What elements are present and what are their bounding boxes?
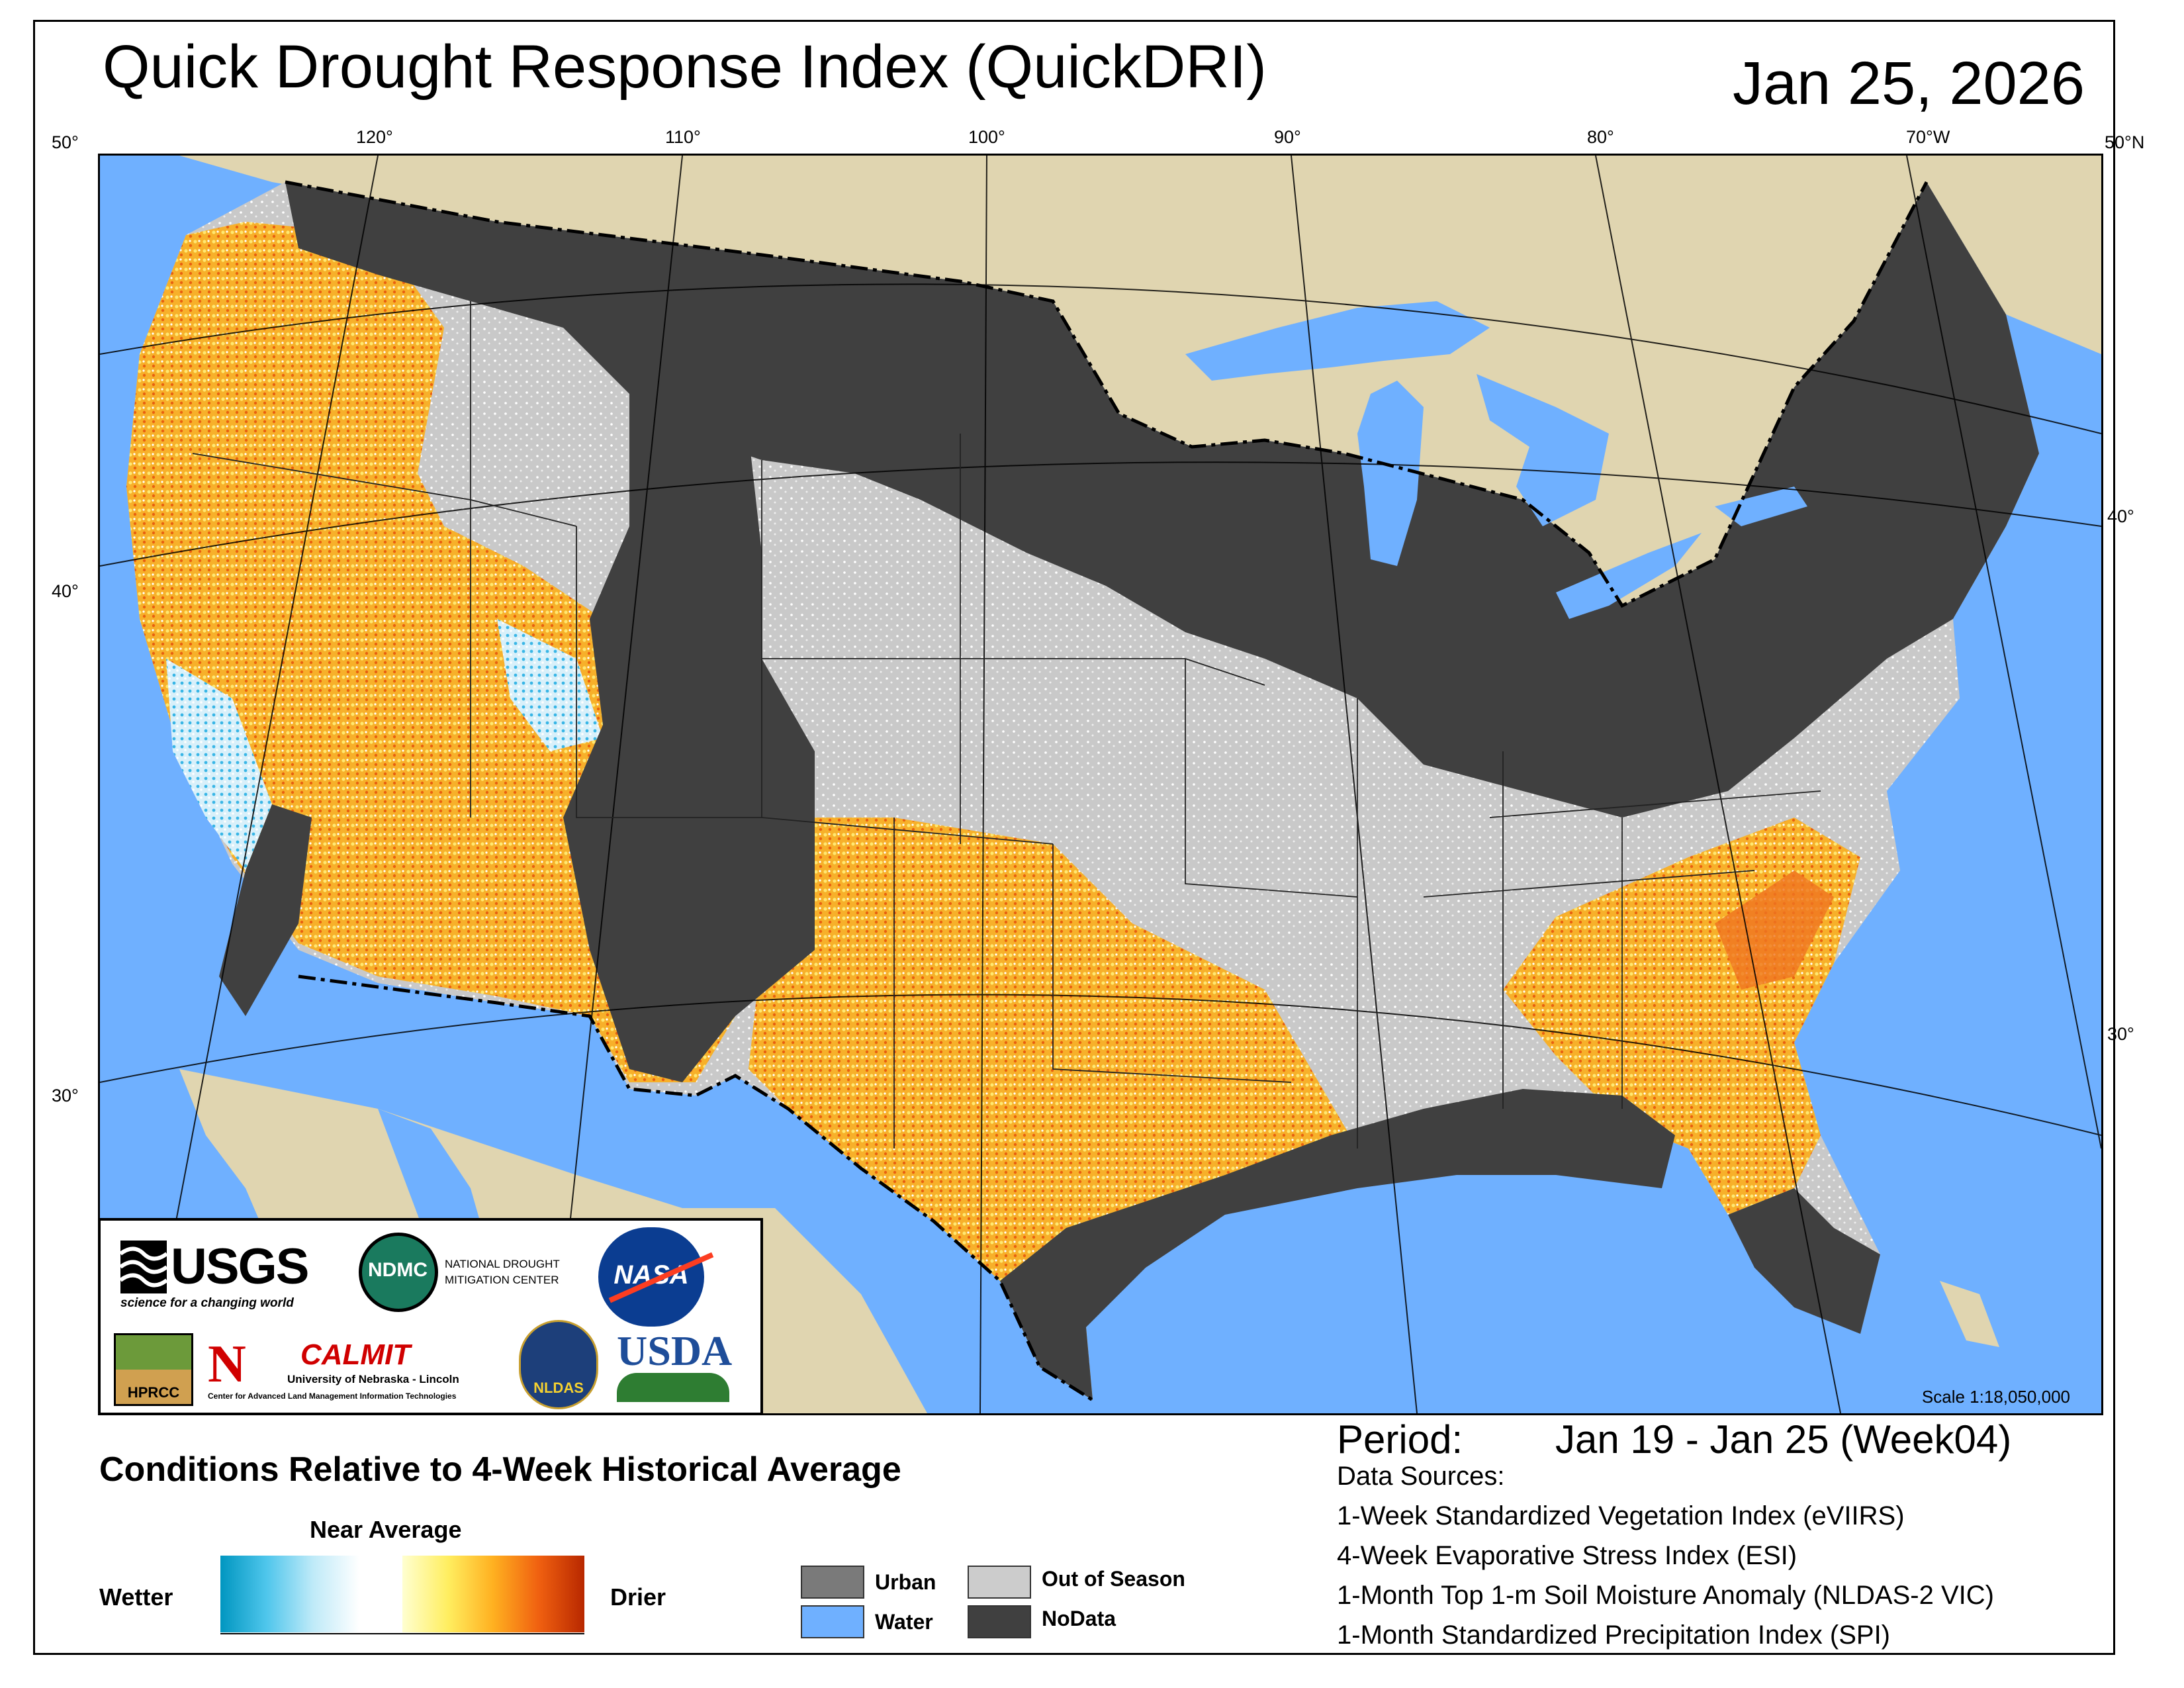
calmit-center: Center for Advanced Land Management Info… bbox=[208, 1391, 457, 1401]
legend-label-nodata: NoData bbox=[1042, 1607, 1116, 1630]
legend-swatch-out-of-season bbox=[968, 1566, 1031, 1599]
map-frame bbox=[33, 20, 2115, 1655]
legend-swatch-water bbox=[801, 1605, 864, 1638]
ndmc-logo: NDMC NATIONAL DROUGHT MITIGATION CENTER bbox=[359, 1233, 560, 1319]
nodata-rockies bbox=[563, 394, 815, 1082]
data-source-item: 1-Month Top 1-m Soil Moisture Anomaly (N… bbox=[1337, 1581, 1994, 1610]
nodata-gulf-coast bbox=[1000, 1089, 1675, 1400]
usda-name: USDA bbox=[617, 1327, 733, 1374]
legend-swatch-nodata bbox=[968, 1605, 1031, 1638]
data-sources-title: Data Sources: bbox=[1337, 1462, 1505, 1491]
data-source-item: 4-Week Evaporative Stress Index (ESI) bbox=[1337, 1541, 1797, 1570]
lon-label-120: 120° bbox=[356, 127, 393, 147]
lake-huron bbox=[1477, 374, 1609, 526]
nodata-north bbox=[285, 182, 2039, 818]
calmit-logo: N CALMIT University of Nebraska - Lincol… bbox=[208, 1335, 512, 1407]
legend-dry-ramp bbox=[402, 1556, 584, 1632]
legend-drier: Drier bbox=[610, 1583, 666, 1611]
hprcc-logo: HPRCC bbox=[114, 1333, 193, 1406]
map-panel bbox=[98, 154, 2103, 1415]
usda-field-icon bbox=[617, 1373, 729, 1402]
usgs-name: USGS bbox=[171, 1239, 309, 1295]
nodata-florida bbox=[1728, 1188, 1880, 1334]
nasa-logo: NASA bbox=[598, 1227, 714, 1327]
drought-map bbox=[100, 156, 2101, 1413]
nodata-sierra bbox=[219, 804, 312, 1016]
lat-label-right-40: 40° bbox=[2107, 506, 2134, 526]
usda-logo: USDA bbox=[617, 1327, 736, 1406]
calmit-name: CALMIT bbox=[300, 1338, 411, 1371]
lat-label-left-40: 40° bbox=[52, 581, 79, 601]
lon-label-100: 100° bbox=[968, 127, 1005, 147]
lat-label-top-left: 50° bbox=[52, 132, 79, 152]
nldas-logo: NLDAS bbox=[519, 1320, 598, 1409]
lon-label-90: 90° bbox=[1274, 127, 1301, 147]
legend-label-out-of-season: Out of Season bbox=[1042, 1567, 1185, 1591]
hprcc-name: HPRCC bbox=[127, 1384, 180, 1401]
ndmc-name: NDMC bbox=[368, 1259, 428, 1281]
map-date: Jan 25, 2026 bbox=[1732, 50, 2085, 117]
south-plains-dry-zone bbox=[749, 818, 1357, 1400]
lake-ontario bbox=[1715, 487, 1807, 526]
usgs-wave-icon bbox=[120, 1241, 167, 1293]
map-title: Quick Drought Response Index (QuickDRI) bbox=[103, 33, 1267, 101]
data-source-item: 1-Week Standardized Vegetation Index (eV… bbox=[1337, 1501, 1905, 1530]
caribbean-islands bbox=[1940, 1281, 1999, 1347]
carolina-very-dry-zone bbox=[1715, 870, 1834, 990]
lon-label-80: 80° bbox=[1587, 127, 1614, 147]
lake-michigan bbox=[1357, 381, 1424, 566]
period-label: Period: bbox=[1337, 1417, 1463, 1462]
map-scale: Scale 1:18,050,000 bbox=[1921, 1387, 2070, 1407]
international-border bbox=[285, 180, 1929, 608]
legend-wetter: Wetter bbox=[99, 1583, 173, 1611]
period-line: Period: Jan 19 - Jan 25 (Week04) bbox=[1337, 1417, 2011, 1462]
nldas-name: NLDAS bbox=[533, 1380, 584, 1396]
legend-ramp-axis bbox=[220, 1633, 584, 1634]
nebraska-n-icon: N bbox=[208, 1335, 246, 1393]
ndmc-text-line1: NATIONAL DROUGHT bbox=[445, 1258, 560, 1270]
data-source-item: 1-Month Standardized Precipitation Index… bbox=[1337, 1620, 1890, 1650]
period-value: Jan 19 - Jan 25 (Week04) bbox=[1555, 1417, 2012, 1462]
legend-wet-ramp bbox=[220, 1556, 359, 1632]
lat-label-left-30: 30° bbox=[52, 1086, 79, 1105]
lake-erie bbox=[1556, 533, 1702, 619]
west-wet-zone bbox=[166, 659, 272, 870]
state-borders bbox=[192, 301, 1821, 1149]
legend-label-urban: Urban bbox=[875, 1570, 936, 1594]
lat-label-top-right: 50°N bbox=[2105, 132, 2145, 152]
lake-superior bbox=[1185, 301, 1490, 381]
lon-label-110: 110° bbox=[665, 127, 701, 147]
ndmc-badge-icon bbox=[359, 1233, 438, 1312]
usgs-tagline: science for a changing world bbox=[120, 1296, 294, 1310]
lon-label-70w: 70°W bbox=[1906, 127, 1950, 147]
graticule-lines bbox=[100, 156, 2101, 1413]
ndmc-text-line2: MITIGATION CENTER bbox=[445, 1274, 559, 1286]
legend-swatch-urban bbox=[801, 1566, 864, 1599]
legend-label-water: Water bbox=[875, 1610, 933, 1634]
mexico-border bbox=[298, 974, 1094, 1402]
partner-logos-panel: USGS science for a changing world NDMC N… bbox=[98, 1218, 763, 1415]
legend-title: Conditions Relative to 4-Week Historical… bbox=[99, 1450, 901, 1489]
lat-label-right-30: 30° bbox=[2107, 1024, 2134, 1044]
legend-near-average: Near Average bbox=[310, 1516, 462, 1543]
calmit-university: University of Nebraska - Lincoln bbox=[287, 1373, 459, 1385]
usgs-logo: USGS science for a changing world bbox=[120, 1235, 312, 1310]
